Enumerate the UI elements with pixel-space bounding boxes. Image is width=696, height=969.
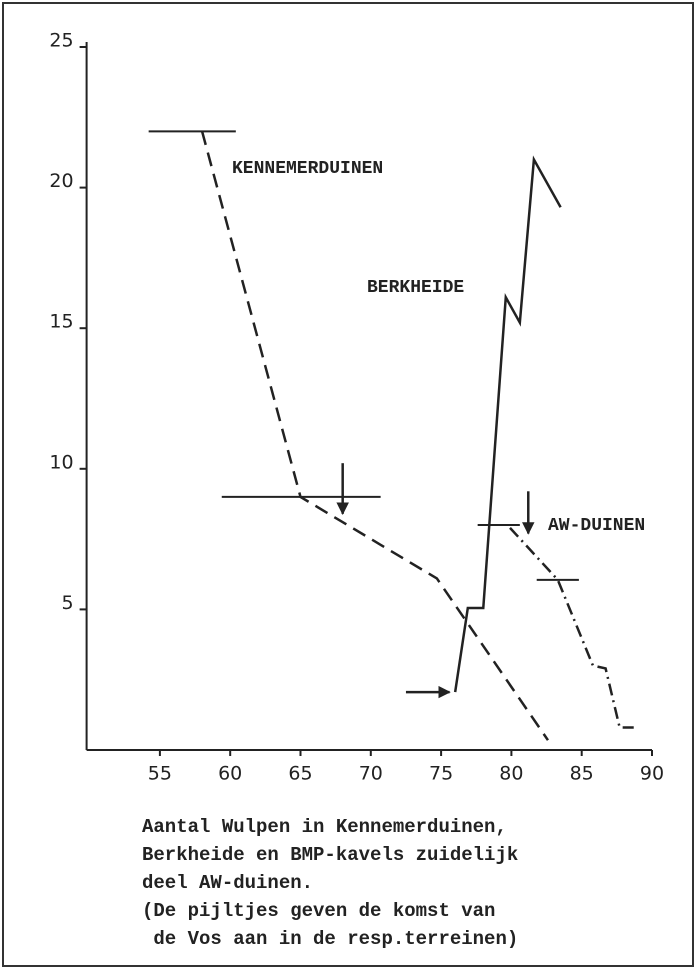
x-tick-label: 70 xyxy=(359,763,383,785)
x-tick-label: 75 xyxy=(429,763,453,785)
x-tick-label: 55 xyxy=(148,763,172,785)
series-line xyxy=(200,131,549,741)
y-tick-label: 25 xyxy=(49,30,73,52)
x-tick-label: 65 xyxy=(288,763,312,785)
series-line xyxy=(453,155,562,693)
caption-line: Berkheide en BMP-kavels zuidelijk xyxy=(142,844,518,866)
y-tick-label: 20 xyxy=(49,170,73,192)
y-tick-label: 10 xyxy=(49,451,73,473)
x-tick-label: 85 xyxy=(570,763,594,785)
series-line xyxy=(509,527,634,729)
series-label: BERKHEIDE xyxy=(367,278,464,298)
caption-line: (De pijltjes geven de komst van xyxy=(142,900,495,922)
x-tick-label: 80 xyxy=(499,763,523,785)
x-tick-label: 90 xyxy=(640,763,664,785)
caption-line: de Vos aan in de resp.terreinen) xyxy=(142,928,518,950)
series-label: AW-DUINEN xyxy=(548,516,645,536)
caption-line: deel AW-duinen. xyxy=(142,872,313,894)
y-tick-label: 5 xyxy=(62,592,74,614)
caption-line: Aantal Wulpen in Kennemerduinen, xyxy=(142,816,507,838)
y-tick-label: 15 xyxy=(49,311,73,333)
series-label: KENNEMERDUINEN xyxy=(232,159,383,179)
x-tick-label: 60 xyxy=(218,763,242,785)
